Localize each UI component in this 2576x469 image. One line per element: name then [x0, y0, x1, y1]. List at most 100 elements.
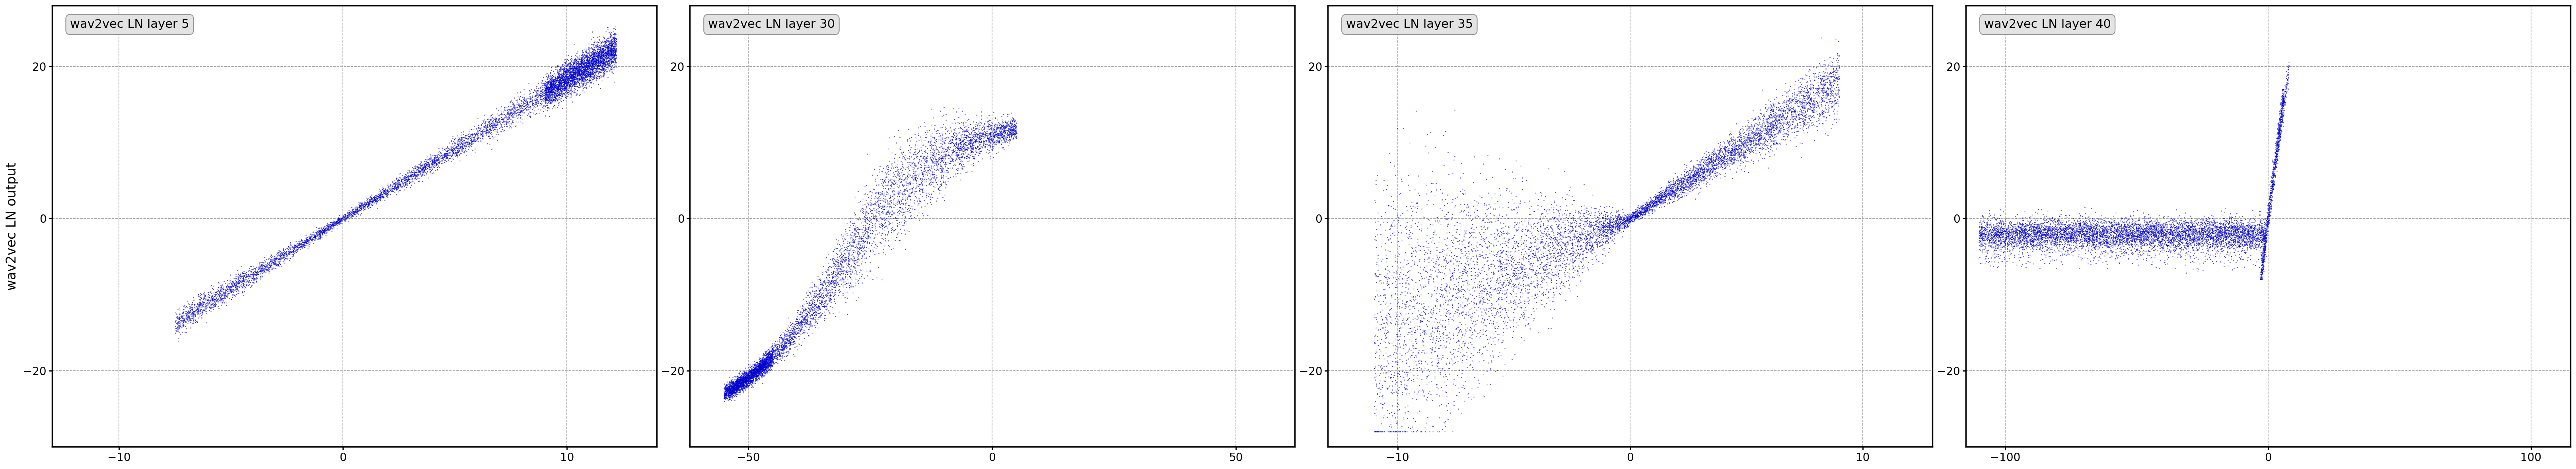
Point — [2022, 231, 2063, 239]
Point — [1785, 125, 1826, 132]
Point — [811, 255, 853, 262]
Point — [724, 378, 765, 386]
Point — [569, 72, 611, 79]
Point — [1538, 221, 1579, 229]
Point — [1355, 348, 1396, 356]
Point — [376, 186, 417, 193]
Point — [2056, 237, 2097, 244]
Point — [438, 151, 479, 158]
Point — [742, 354, 783, 361]
Point — [1747, 106, 1788, 113]
Point — [2218, 239, 2259, 246]
Point — [907, 156, 948, 164]
Point — [1404, 282, 1445, 289]
Point — [309, 224, 350, 232]
Point — [2241, 251, 2282, 259]
Point — [778, 319, 819, 326]
Point — [2257, 129, 2298, 136]
Point — [1368, 280, 1409, 287]
Point — [590, 38, 631, 45]
Point — [397, 164, 438, 171]
Point — [976, 124, 1018, 132]
Point — [592, 63, 634, 71]
Point — [2221, 216, 2262, 224]
Point — [2120, 239, 2161, 246]
Point — [1394, 252, 1435, 260]
Point — [232, 268, 273, 276]
Point — [412, 160, 453, 167]
Point — [2215, 228, 2257, 235]
Point — [1976, 227, 2017, 235]
Point — [2063, 223, 2105, 231]
Point — [1973, 233, 2014, 240]
Point — [2249, 199, 2290, 206]
Point — [1808, 84, 1850, 92]
Point — [1466, 326, 1507, 334]
Point — [2038, 241, 2079, 248]
Point — [2087, 226, 2128, 234]
Point — [549, 68, 590, 76]
Point — [526, 96, 567, 103]
Point — [721, 380, 762, 387]
Point — [1355, 402, 1396, 410]
Point — [719, 381, 760, 389]
Point — [590, 46, 631, 53]
Point — [2200, 245, 2241, 253]
Point — [2236, 225, 2277, 233]
Point — [1680, 157, 1721, 165]
Point — [829, 223, 871, 231]
Point — [1551, 225, 1592, 232]
Point — [526, 79, 567, 87]
Point — [2136, 221, 2177, 228]
Point — [577, 57, 618, 65]
Point — [889, 172, 930, 180]
Point — [592, 57, 634, 65]
Point — [2063, 214, 2105, 222]
Point — [1628, 209, 1669, 216]
Point — [528, 89, 569, 96]
Point — [933, 149, 974, 157]
Point — [1636, 202, 1677, 209]
Point — [554, 52, 595, 59]
Point — [801, 294, 842, 301]
Point — [2184, 239, 2226, 247]
Point — [482, 109, 523, 117]
Point — [1973, 244, 2014, 251]
Point — [858, 192, 899, 200]
Point — [240, 258, 281, 266]
Point — [762, 339, 804, 347]
Point — [1510, 223, 1551, 230]
Point — [582, 65, 623, 72]
Point — [757, 348, 799, 356]
Point — [1368, 266, 1409, 274]
Point — [2228, 237, 2269, 245]
Point — [2172, 245, 2213, 253]
Point — [768, 331, 809, 338]
Point — [708, 388, 750, 396]
Point — [750, 361, 791, 368]
Point — [2246, 222, 2287, 230]
Point — [1723, 140, 1765, 147]
Point — [2208, 233, 2249, 241]
Point — [1667, 191, 1708, 199]
Point — [899, 197, 940, 205]
Point — [2120, 230, 2161, 238]
Point — [994, 131, 1036, 139]
Point — [595, 51, 636, 58]
Point — [1383, 224, 1425, 231]
Point — [739, 363, 781, 370]
Point — [1754, 102, 1795, 109]
Point — [881, 190, 922, 197]
Point — [569, 64, 611, 72]
Point — [2151, 220, 2192, 228]
Point — [1641, 189, 1682, 196]
Point — [716, 387, 757, 395]
Point — [2218, 239, 2259, 246]
Point — [1605, 216, 1646, 223]
Point — [564, 59, 605, 67]
Point — [340, 204, 381, 212]
Point — [564, 65, 605, 73]
Point — [1984, 222, 2025, 229]
Point — [1662, 180, 1703, 188]
Point — [1419, 370, 1461, 378]
